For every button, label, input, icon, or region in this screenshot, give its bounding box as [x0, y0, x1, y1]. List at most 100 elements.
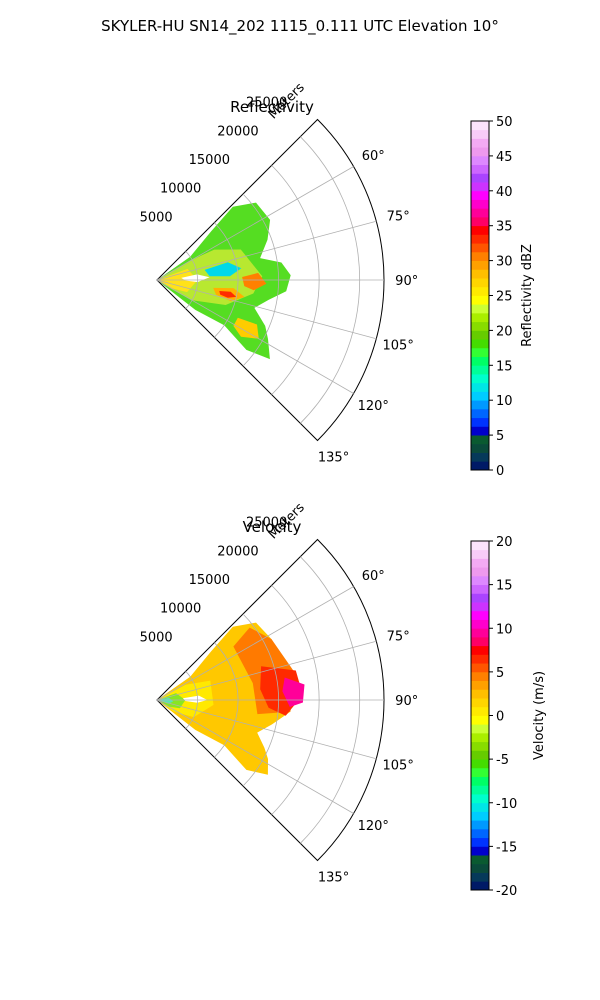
- velocity-gap: [182, 695, 208, 703]
- azimuth-gridline: [156, 279, 354, 394]
- colorbar-swatch: [471, 408, 489, 419]
- colorbar-swatch: [471, 654, 489, 664]
- velocity-echo-field: [157, 622, 305, 775]
- colorbar-swatch: [471, 121, 489, 131]
- azimuth-tick-label: 105°: [383, 339, 414, 354]
- colorbar-tick-label: 10: [496, 394, 513, 409]
- colorbar-label: Reflectivity dBZ: [520, 244, 535, 347]
- colorbar-swatch: [471, 759, 489, 769]
- velocity-colorbar: -20 -15 -10 -5 0 5 10 15 20 Velocity (m/s): [470, 535, 547, 899]
- colorbar-swatch: [471, 321, 489, 331]
- colorbar-swatch: [471, 417, 489, 427]
- azimuth-tick-label: 75°: [387, 629, 410, 644]
- colorbar-swatch: [471, 182, 489, 192]
- reflectivity-panel: Reflectivity 500010000150002000025000Met…: [140, 80, 535, 479]
- reflectivity-axis-labels: 500010000150002000025000Meters60°75°90°1…: [140, 80, 419, 465]
- colorbar-swatch: [471, 584, 489, 594]
- colorbar-swatch: [471, 295, 489, 305]
- radial-tick-label: 10000: [160, 602, 201, 617]
- reflectivity-title: Reflectivity: [230, 98, 314, 116]
- radial-tick-label: 15000: [189, 153, 230, 168]
- colorbar-swatch: [471, 400, 489, 410]
- colorbar-swatch: [471, 689, 489, 699]
- colorbar-swatch: [471, 776, 489, 786]
- colorbar-swatch: [471, 846, 489, 856]
- colorbar-swatch: [471, 312, 489, 323]
- radial-tick-label: 25000: [246, 516, 287, 531]
- colorbar-swatch: [471, 802, 489, 812]
- velocity-origin-echo: [157, 697, 174, 704]
- azimuth-tick-label: 120°: [358, 399, 389, 414]
- colorbar-swatch: [471, 304, 489, 314]
- radial-tick-label: 25000: [246, 96, 287, 111]
- colorbar-tick-label: 20: [496, 324, 513, 339]
- radial-tick-label: 10000: [160, 182, 201, 197]
- azimuth-tick-label: 105°: [383, 759, 414, 774]
- colorbar-swatch: [471, 225, 489, 235]
- azimuth-gridline: [156, 586, 354, 701]
- colorbar-tick-label: 35: [496, 220, 513, 235]
- azimuth-gridline: [156, 279, 377, 340]
- colorbar-swatch: [471, 173, 489, 183]
- colorbar-swatch: [471, 278, 489, 288]
- colorbar-swatch: [471, 610, 489, 620]
- reflectivity-polar-grid: [156, 118, 385, 442]
- colorbar-swatch: [471, 443, 489, 453]
- colorbar-label: Velocity (m/s): [532, 671, 547, 760]
- colorbar-swatch: [471, 767, 489, 777]
- colorbar-swatch: [471, 269, 489, 279]
- colorbar-swatch: [471, 750, 489, 760]
- azimuth-tick-label: 135°: [318, 871, 349, 886]
- colorbar-swatch: [471, 724, 489, 734]
- colorbar-swatch: [471, 147, 489, 157]
- colorbar-swatch: [471, 356, 489, 366]
- colorbar-tick-label: 50: [496, 115, 513, 130]
- colorbar-swatch: [471, 811, 489, 821]
- colorbar-swatch: [471, 602, 489, 612]
- reflectivity-colorbar: 0 5 10 15 20 25 30 35 40 45 50 Reflectivity dBZ: [470, 115, 535, 479]
- radial-tick-label: 20000: [217, 544, 258, 559]
- radial-tick-label: 15000: [189, 573, 230, 588]
- azimuth-tick-label: 60°: [362, 569, 385, 584]
- azimuth-gridline: [156, 220, 377, 281]
- azimuth-gridline: [156, 699, 354, 814]
- colorbar-swatch: [471, 820, 489, 830]
- colorbar-swatch: [471, 549, 489, 559]
- colorbar-swatch: [471, 365, 489, 375]
- azimuth-gridline: [156, 640, 377, 701]
- colorbar-tick-label: 15: [496, 359, 513, 374]
- radial-tick-label: 20000: [217, 124, 258, 139]
- colorbar-swatch: [471, 593, 489, 603]
- reflectivity-core-2: [242, 272, 267, 291]
- colorbar-tick-label: -5: [496, 753, 509, 768]
- colorbar-swatch: [471, 663, 489, 673]
- colorbar-swatch: [471, 251, 489, 262]
- colorbar-tick-label: 5: [496, 429, 504, 444]
- colorbar-swatch: [471, 426, 489, 436]
- colorbar-swatch: [471, 391, 489, 401]
- colorbar-swatch: [471, 575, 489, 586]
- azimuth-tick-label: 135°: [318, 451, 349, 466]
- colorbar-tick-label: -20: [496, 884, 517, 899]
- colorbar-swatch: [471, 129, 489, 139]
- colorbar-tick-label: 15: [496, 579, 513, 594]
- azimuth-gridline: [156, 699, 377, 760]
- colorbar-swatch: [471, 715, 489, 725]
- reflectivity-echo-field: [157, 202, 291, 360]
- colorbar-tick-label: 0: [496, 710, 504, 725]
- colorbar-swatch: [471, 199, 489, 209]
- figure-title: SKYLER-HU SN14_202 1115_0.111 UTC Elevat…: [101, 17, 499, 36]
- colorbar-swatch: [471, 837, 489, 847]
- colorbar-swatch: [471, 872, 489, 882]
- colorbar-swatch: [471, 794, 489, 804]
- colorbar-tick-label: 20: [496, 535, 513, 550]
- colorbar-swatch: [471, 680, 489, 690]
- colorbar-swatch: [471, 208, 489, 218]
- colorbar-swatch: [471, 741, 489, 751]
- colorbar-swatch: [471, 645, 489, 655]
- azimuth-gridline: [156, 166, 354, 281]
- colorbar-swatch: [471, 567, 489, 577]
- colorbar-swatch: [471, 828, 489, 839]
- azimuth-tick-label: 120°: [358, 819, 389, 834]
